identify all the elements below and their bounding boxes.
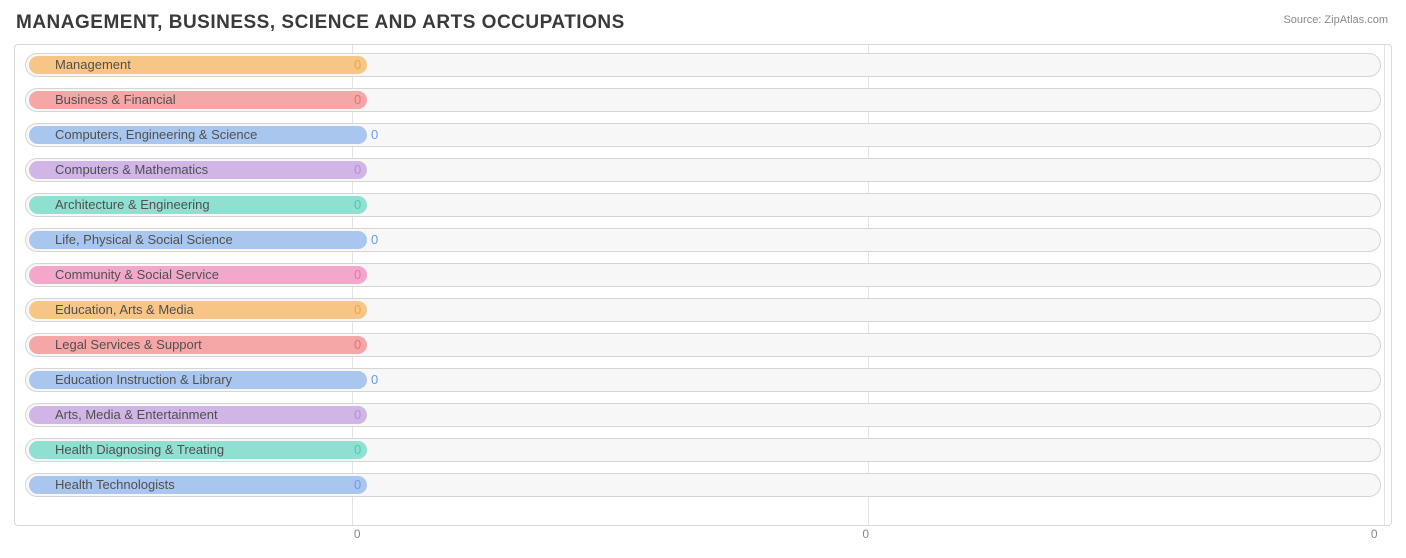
chart-container: MANAGEMENT, BUSINESS, SCIENCE AND ARTS O… xyxy=(0,0,1406,558)
bar-value: 0 xyxy=(354,53,361,77)
bar-label: Life, Physical & Social Science xyxy=(55,228,233,252)
bar-label: Health Diagnosing & Treating xyxy=(55,438,224,462)
bar-label: Architecture & Engineering xyxy=(55,193,210,217)
chart-title: MANAGEMENT, BUSINESS, SCIENCE AND ARTS O… xyxy=(16,12,1392,34)
bar-track xyxy=(25,438,1381,462)
bar-label: Legal Services & Support xyxy=(55,333,202,357)
bar-row: Life, Physical & Social Science 0 xyxy=(25,228,1381,252)
bar-value: 0 xyxy=(354,473,361,497)
bar-value: 0 xyxy=(354,333,361,357)
bar-row: Business & Financial 0 xyxy=(25,88,1381,112)
bar-row: Computers, Engineering & Science 0 xyxy=(25,123,1381,147)
bar-row: Arts, Media & Entertainment 0 xyxy=(25,403,1381,427)
bar-row: Community & Social Service 0 xyxy=(25,263,1381,287)
bar-row: Management 0 xyxy=(25,53,1381,77)
bar-value: 0 xyxy=(371,123,378,147)
bar-label: Education Instruction & Library xyxy=(55,368,232,392)
bar-value: 0 xyxy=(354,263,361,287)
bar-value: 0 xyxy=(371,228,378,252)
bar-label: Community & Social Service xyxy=(55,263,219,287)
x-axis: 0 0 0 xyxy=(25,527,1381,547)
bar-track xyxy=(25,403,1381,427)
bar-value: 0 xyxy=(354,403,361,427)
bar-track xyxy=(25,473,1381,497)
axis-tick: 0 xyxy=(354,527,361,541)
source-link[interactable]: ZipAtlas.com xyxy=(1324,14,1388,26)
bar-track xyxy=(25,158,1381,182)
bar-value: 0 xyxy=(371,368,378,392)
source-attribution: Source: ZipAtlas.com xyxy=(1283,14,1388,26)
bar-row: Computers & Mathematics 0 xyxy=(25,158,1381,182)
axis-tick: 0 xyxy=(1371,527,1378,541)
bar-track xyxy=(25,263,1381,287)
chart-plot-area: Management0Business & Financial0Computer… xyxy=(14,44,1392,526)
bar-value: 0 xyxy=(354,158,361,182)
bar-label: Health Technologists xyxy=(55,473,175,497)
bar-track xyxy=(25,53,1381,77)
axis-tick: 0 xyxy=(862,527,869,541)
bar-track xyxy=(25,88,1381,112)
bar-value: 0 xyxy=(354,438,361,462)
bar-track xyxy=(25,298,1381,322)
bar-row: Health Diagnosing & Treating 0 xyxy=(25,438,1381,462)
bar-value: 0 xyxy=(354,298,361,322)
bar-label: Arts, Media & Entertainment xyxy=(55,403,218,427)
bar-label: Management xyxy=(55,53,131,77)
bar-rows: Management0Business & Financial0Computer… xyxy=(25,53,1381,497)
bar-row: Education Instruction & Library 0 xyxy=(25,368,1381,392)
bar-label: Education, Arts & Media xyxy=(55,298,194,322)
bar-track xyxy=(25,193,1381,217)
bar-label: Business & Financial xyxy=(55,88,176,112)
source-prefix: Source: xyxy=(1283,14,1324,26)
bar-value: 0 xyxy=(354,193,361,217)
bar-value: 0 xyxy=(354,88,361,112)
bar-label: Computers & Mathematics xyxy=(55,158,208,182)
bar-track xyxy=(25,333,1381,357)
bar-label: Computers, Engineering & Science xyxy=(55,123,257,147)
bar-row: Health Technologists 0 xyxy=(25,473,1381,497)
bar-row: Legal Services & Support 0 xyxy=(25,333,1381,357)
bar-row: Education, Arts & Media 0 xyxy=(25,298,1381,322)
bar-row: Architecture & Engineering 0 xyxy=(25,193,1381,217)
grid-line xyxy=(1384,45,1385,525)
